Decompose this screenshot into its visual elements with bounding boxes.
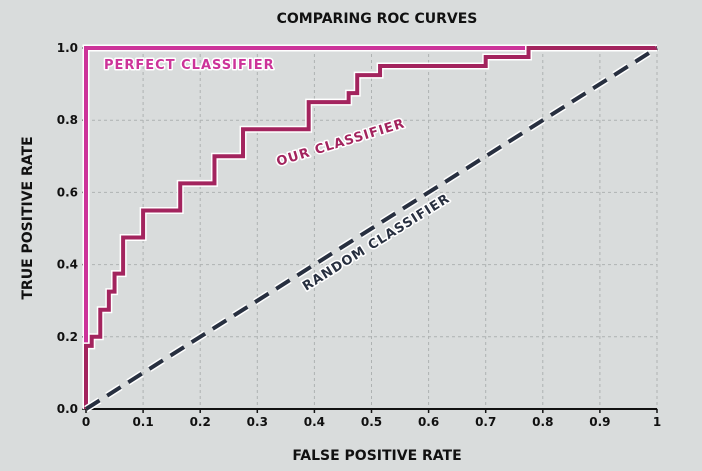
y-tick-label: 0.6 — [57, 185, 78, 199]
x-tick-label: 0.1 — [132, 415, 153, 429]
tick-labels: 0 0.1 0.2 0.3 0.4 0.5 0.6 0.7 0.8 0.9 1 0.0 0.2 0.4 0.… — [57, 41, 661, 429]
y-tick-label: 0.0 — [57, 402, 78, 416]
annotation-perfect-classifier: PERFECT CLASSIFIER — [104, 58, 275, 73]
x-axis-label: FALSE POSITIVE RATE — [292, 448, 461, 464]
x-tick-label: 0.2 — [190, 415, 211, 429]
y-tick-label: 1.0 — [57, 41, 78, 55]
y-tick-label: 0.8 — [57, 113, 78, 127]
chart-title: COMPARING ROC CURVES — [277, 11, 478, 27]
x-tick-label: 0.8 — [532, 415, 553, 429]
series-line-random-classifier — [84, 46, 659, 411]
series-line-our-classifier — [84, 46, 657, 409]
grid-lines — [86, 47, 658, 409]
x-tick-label: 0.5 — [361, 415, 382, 429]
x-tick-label: 1 — [653, 415, 661, 429]
series-lines — [82, 44, 659, 412]
x-tick-label: 0.3 — [247, 415, 268, 429]
y-tick-label: 0.4 — [57, 258, 78, 272]
x-tick-label: 0.6 — [418, 415, 439, 429]
y-tick-label: 0.2 — [57, 330, 78, 344]
x-tick-label: 0.9 — [589, 415, 610, 429]
x-tick-label: 0.7 — [475, 415, 496, 429]
x-tick-label: 0 — [82, 415, 90, 429]
annotation-halo-perfect-classifier: PERFECT CLASSIFIER — [104, 58, 275, 73]
y-axis-label: TRUE POSITIVE RATE — [20, 136, 36, 299]
x-tick-label: 0.4 — [304, 415, 325, 429]
series-line-perfect-classifier — [84, 46, 657, 409]
